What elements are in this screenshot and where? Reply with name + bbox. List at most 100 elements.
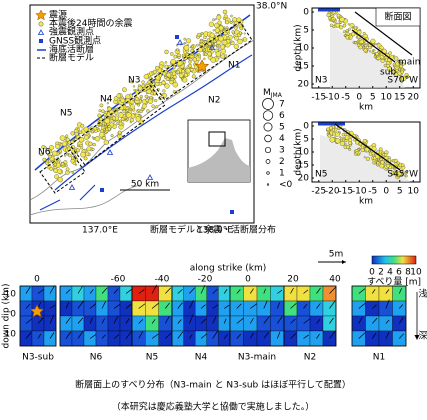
aftershock: [155, 105, 159, 109]
legend-label: 震源: [49, 10, 67, 21]
section-aftershock: [329, 23, 334, 27]
magnitude-circle: [266, 183, 270, 186]
section-aftershock: [364, 149, 367, 153]
y-tick-label: 5: [303, 135, 309, 145]
segment-label: N6: [38, 148, 51, 158]
section-aftershock: [332, 19, 335, 22]
slip-cell: [243, 330, 258, 347]
slip-arrow: [358, 288, 366, 294]
section-aftershock: [393, 170, 397, 175]
aftershock: [88, 141, 93, 147]
slip-arrow: [236, 303, 242, 309]
section-aftershock: [342, 30, 346, 34]
aftershock: [110, 134, 114, 138]
top-tick-label: -40: [155, 275, 170, 285]
slip-arrow: [263, 315, 271, 324]
aftershock: [214, 18, 217, 21]
aftershock: [106, 98, 110, 101]
aftershock: [188, 63, 192, 68]
y-tick-label: 20: [298, 80, 310, 90]
slip-arrow: [316, 287, 321, 294]
x-tick-label: 15: [394, 93, 405, 103]
lon-tick: 137.0°E: [82, 226, 118, 236]
inset-box: [208, 131, 226, 147]
slip-cell: [131, 285, 146, 302]
aftershock: [97, 113, 102, 118]
aftershock: [103, 139, 109, 145]
aftershock: [217, 20, 222, 25]
x-tick-label: -5: [341, 93, 350, 103]
section-aftershock: [401, 75, 407, 82]
aftershock: [211, 46, 214, 49]
aftershock: [199, 34, 202, 37]
slip-cell: [229, 330, 244, 347]
section-aftershock: [356, 43, 361, 47]
slip-arrow: [77, 330, 84, 339]
aftershock: [144, 94, 149, 99]
slip-arrow: [25, 332, 32, 339]
section-aftershock: [356, 135, 359, 138]
aftershock: [219, 44, 225, 50]
section-aftershock: [363, 48, 368, 53]
gnss-square: [100, 188, 104, 192]
colorbar-tick: 0: [369, 268, 375, 278]
fault-annotation: main: [398, 58, 421, 68]
aftershock: [220, 54, 225, 59]
section-aftershock: [384, 161, 387, 164]
slip-arrow: [372, 289, 376, 294]
section-aftershock: [386, 163, 390, 168]
caption: 断層モデルと余震・活断層分布: [150, 224, 276, 236]
aftershock: [197, 54, 201, 58]
slip-arrow: [164, 316, 170, 324]
slip-arrow: [113, 334, 120, 339]
x-axis-label: along strike (km): [190, 264, 267, 274]
legend-circle: [38, 21, 44, 27]
x-tick-label: -10: [352, 187, 367, 197]
aftershock: [203, 40, 207, 44]
aftershock: [141, 80, 145, 84]
magnitude-label: 2: [279, 157, 285, 167]
slip-arrow: [276, 302, 281, 309]
aftershock: [65, 134, 69, 138]
inset-land: [188, 138, 250, 182]
aftershock: [92, 126, 98, 131]
slip-arrow: [303, 289, 309, 294]
gnss-square: [175, 35, 179, 39]
slip-arrow: [77, 285, 83, 294]
aftershock: [177, 56, 181, 60]
aftershock: [149, 95, 153, 100]
legend-box: [36, 8, 106, 66]
active-fault: [54, 54, 253, 191]
section-aftershock: [379, 54, 385, 60]
aftershock: [189, 68, 194, 72]
magnitude-title: MJMA: [263, 88, 283, 99]
aftershock: [172, 81, 179, 88]
slip-arrow: [290, 318, 296, 324]
slip-arrow: [223, 318, 227, 324]
slip-arrow: [177, 331, 184, 339]
slip-arrow: [212, 288, 218, 294]
aftershock: [132, 85, 136, 88]
section-aftershock: [355, 149, 359, 153]
aftershock: [98, 131, 105, 138]
aftershock: [98, 109, 102, 113]
aftershock: [47, 152, 51, 157]
aftershock: [162, 71, 167, 76]
legend-triangle: [37, 29, 45, 35]
aftershock: [182, 74, 185, 77]
slip-arrow: [125, 318, 130, 324]
aftershock: [91, 136, 94, 139]
section-panels: [311, 7, 421, 183]
slip-arrow: [223, 288, 228, 294]
aftershock: [237, 38, 243, 45]
aftershock: [191, 74, 196, 79]
aftershock: [192, 57, 198, 62]
fault-line: [334, 123, 401, 171]
aftershock: [212, 39, 217, 43]
slip-cell: [131, 315, 146, 332]
aftershock: [164, 61, 168, 64]
slip-arrow: [263, 332, 269, 339]
aftershock: [169, 52, 174, 56]
aftershock: [178, 73, 184, 78]
aftershock: [97, 119, 100, 122]
